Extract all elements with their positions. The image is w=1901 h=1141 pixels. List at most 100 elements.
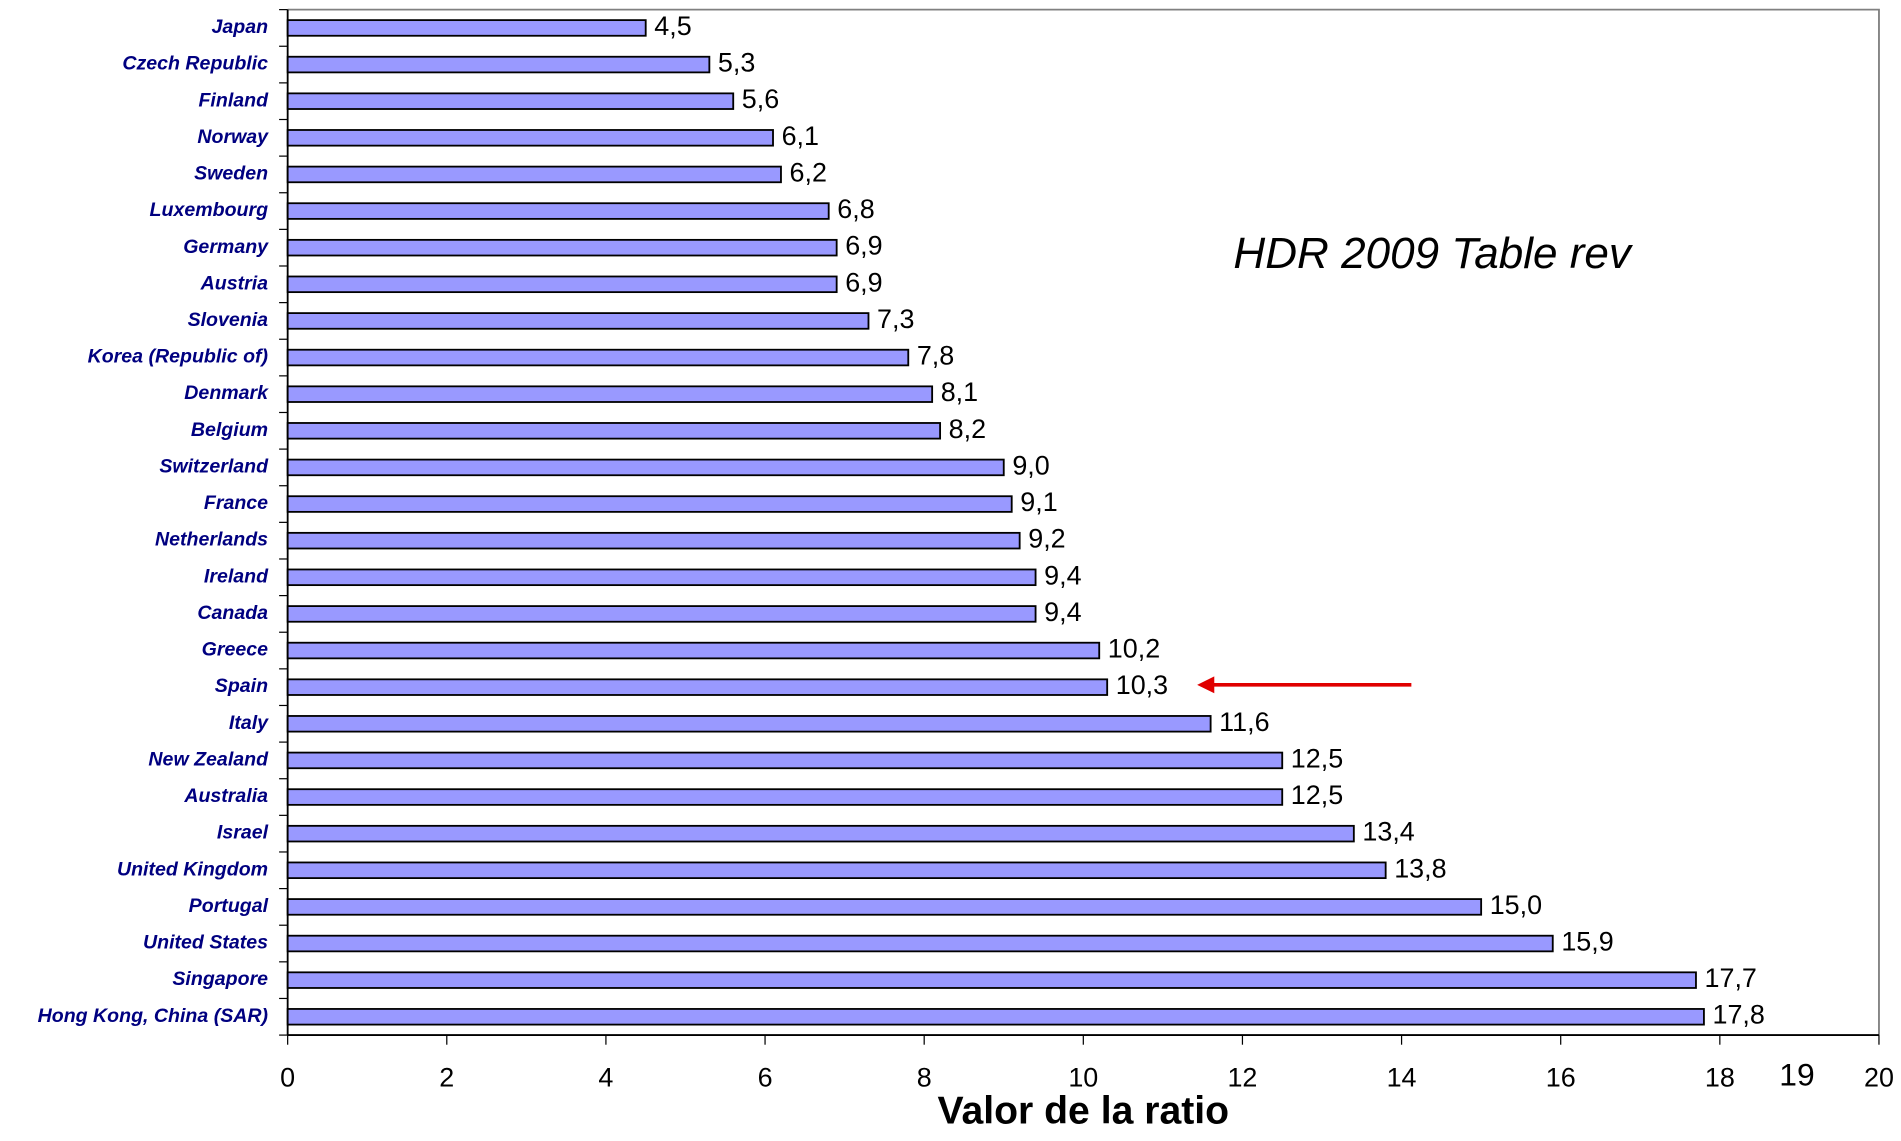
bar	[286, 531, 1021, 550]
category-label: Singapore	[172, 968, 268, 990]
x-tick-label: 4	[598, 1063, 613, 1093]
bar	[286, 971, 1697, 989]
page-number: 19	[1779, 1057, 1814, 1093]
bar	[286, 1008, 1705, 1026]
value-label: 13,4	[1362, 817, 1415, 847]
arrow-head	[1197, 676, 1215, 694]
bar	[286, 495, 1013, 513]
value-label: 12,5	[1291, 780, 1343, 810]
category-label: Italy	[229, 712, 269, 734]
bar	[286, 92, 735, 110]
plot-border	[287, 8, 1880, 1036]
bar	[286, 824, 1355, 843]
category-label: Spain	[215, 675, 268, 697]
value-label: 13,8	[1394, 853, 1446, 883]
category-label: Denmark	[184, 382, 269, 404]
bar	[286, 55, 711, 74]
value-label: 17,8	[1712, 1000, 1764, 1030]
bar	[286, 751, 1284, 770]
category-label: Sweden	[194, 163, 268, 185]
bar	[286, 715, 1212, 733]
bar	[286, 348, 910, 367]
value-label: 17,7	[1705, 963, 1757, 993]
category-label: Slovenia	[188, 309, 269, 331]
value-label: 12,5	[1291, 744, 1343, 774]
category-label: Netherlands	[155, 529, 268, 551]
category-label: Belgium	[191, 419, 268, 441]
category-label: Switzerland	[159, 456, 269, 478]
x-tick-label: 14	[1387, 1063, 1417, 1093]
value-label: 6,2	[790, 158, 827, 188]
bar	[286, 678, 1109, 696]
category-label: New Zealand	[148, 749, 269, 771]
bar	[286, 568, 1037, 587]
category-label: Canada	[197, 602, 268, 624]
value-label: 8,1	[941, 377, 978, 407]
bar	[286, 934, 1554, 953]
category-label: Luxembourg	[150, 199, 269, 221]
x-tick-label: 6	[758, 1063, 773, 1093]
category-label: United Kingdom	[117, 859, 268, 881]
category-label: Greece	[202, 639, 269, 661]
bar	[286, 238, 838, 257]
value-label: 15,9	[1561, 927, 1613, 957]
value-label: 9,1	[1020, 487, 1057, 517]
bar	[286, 19, 647, 37]
category-label: Czech Republic	[122, 53, 268, 75]
bar	[286, 165, 782, 184]
value-label: 10,2	[1108, 634, 1160, 664]
value-label: 5,6	[742, 84, 779, 114]
x-tick-label: 0	[280, 1063, 295, 1093]
value-label: 7,3	[877, 304, 914, 334]
value-label: 7,8	[917, 341, 954, 371]
x-axis-label: Valor de la ratio	[938, 1090, 1230, 1133]
bar	[286, 275, 838, 294]
bar	[286, 605, 1037, 623]
x-tick-label: 12	[1227, 1063, 1257, 1093]
value-label: 8,2	[949, 414, 986, 444]
category-label: Korea (Republic of)	[88, 346, 268, 368]
value-label: 6,8	[837, 194, 874, 224]
category-label: Finland	[198, 89, 269, 111]
value-label: 4,5	[654, 11, 691, 41]
value-label: 6,1	[782, 121, 819, 151]
category-label: Austria	[200, 273, 269, 295]
category-label: Japan	[212, 16, 269, 38]
category-label: Germany	[183, 236, 269, 258]
category-label: Israel	[217, 822, 269, 844]
bar	[286, 898, 1483, 916]
bar	[286, 129, 774, 147]
x-tick-label: 10	[1068, 1063, 1098, 1093]
value-label: 6,9	[845, 267, 882, 297]
bar	[286, 312, 870, 330]
category-label: Portugal	[189, 895, 269, 917]
value-label: 10,3	[1116, 670, 1168, 700]
value-label: 11,6	[1219, 707, 1269, 737]
value-label: 9,0	[1012, 451, 1049, 481]
x-tick-label: 20	[1864, 1063, 1894, 1093]
bar	[286, 385, 934, 403]
bar	[286, 641, 1101, 660]
value-label: 9,4	[1044, 560, 1082, 590]
bar	[286, 422, 942, 440]
bar	[286, 861, 1387, 880]
category-label: United States	[143, 932, 268, 954]
x-tick-label: 2	[439, 1063, 454, 1093]
category-label: Australia	[183, 785, 268, 807]
category-label: Hong Kong, China (SAR)	[38, 1005, 268, 1027]
category-label: Norway	[197, 126, 269, 148]
bar	[286, 202, 830, 220]
value-label: 15,0	[1490, 890, 1542, 920]
value-label: 5,3	[718, 48, 755, 78]
x-tick-label: 8	[917, 1063, 932, 1093]
x-tick-label: 18	[1705, 1063, 1735, 1093]
annotation: HDR 2009 Table rev	[1233, 229, 1633, 278]
value-label: 9,4	[1044, 597, 1082, 627]
value-label: 6,9	[845, 231, 882, 261]
bar	[286, 788, 1284, 806]
bar	[286, 458, 1005, 477]
category-label: Ireland	[204, 566, 269, 588]
category-label: France	[204, 492, 268, 514]
x-tick-label: 16	[1546, 1063, 1576, 1093]
